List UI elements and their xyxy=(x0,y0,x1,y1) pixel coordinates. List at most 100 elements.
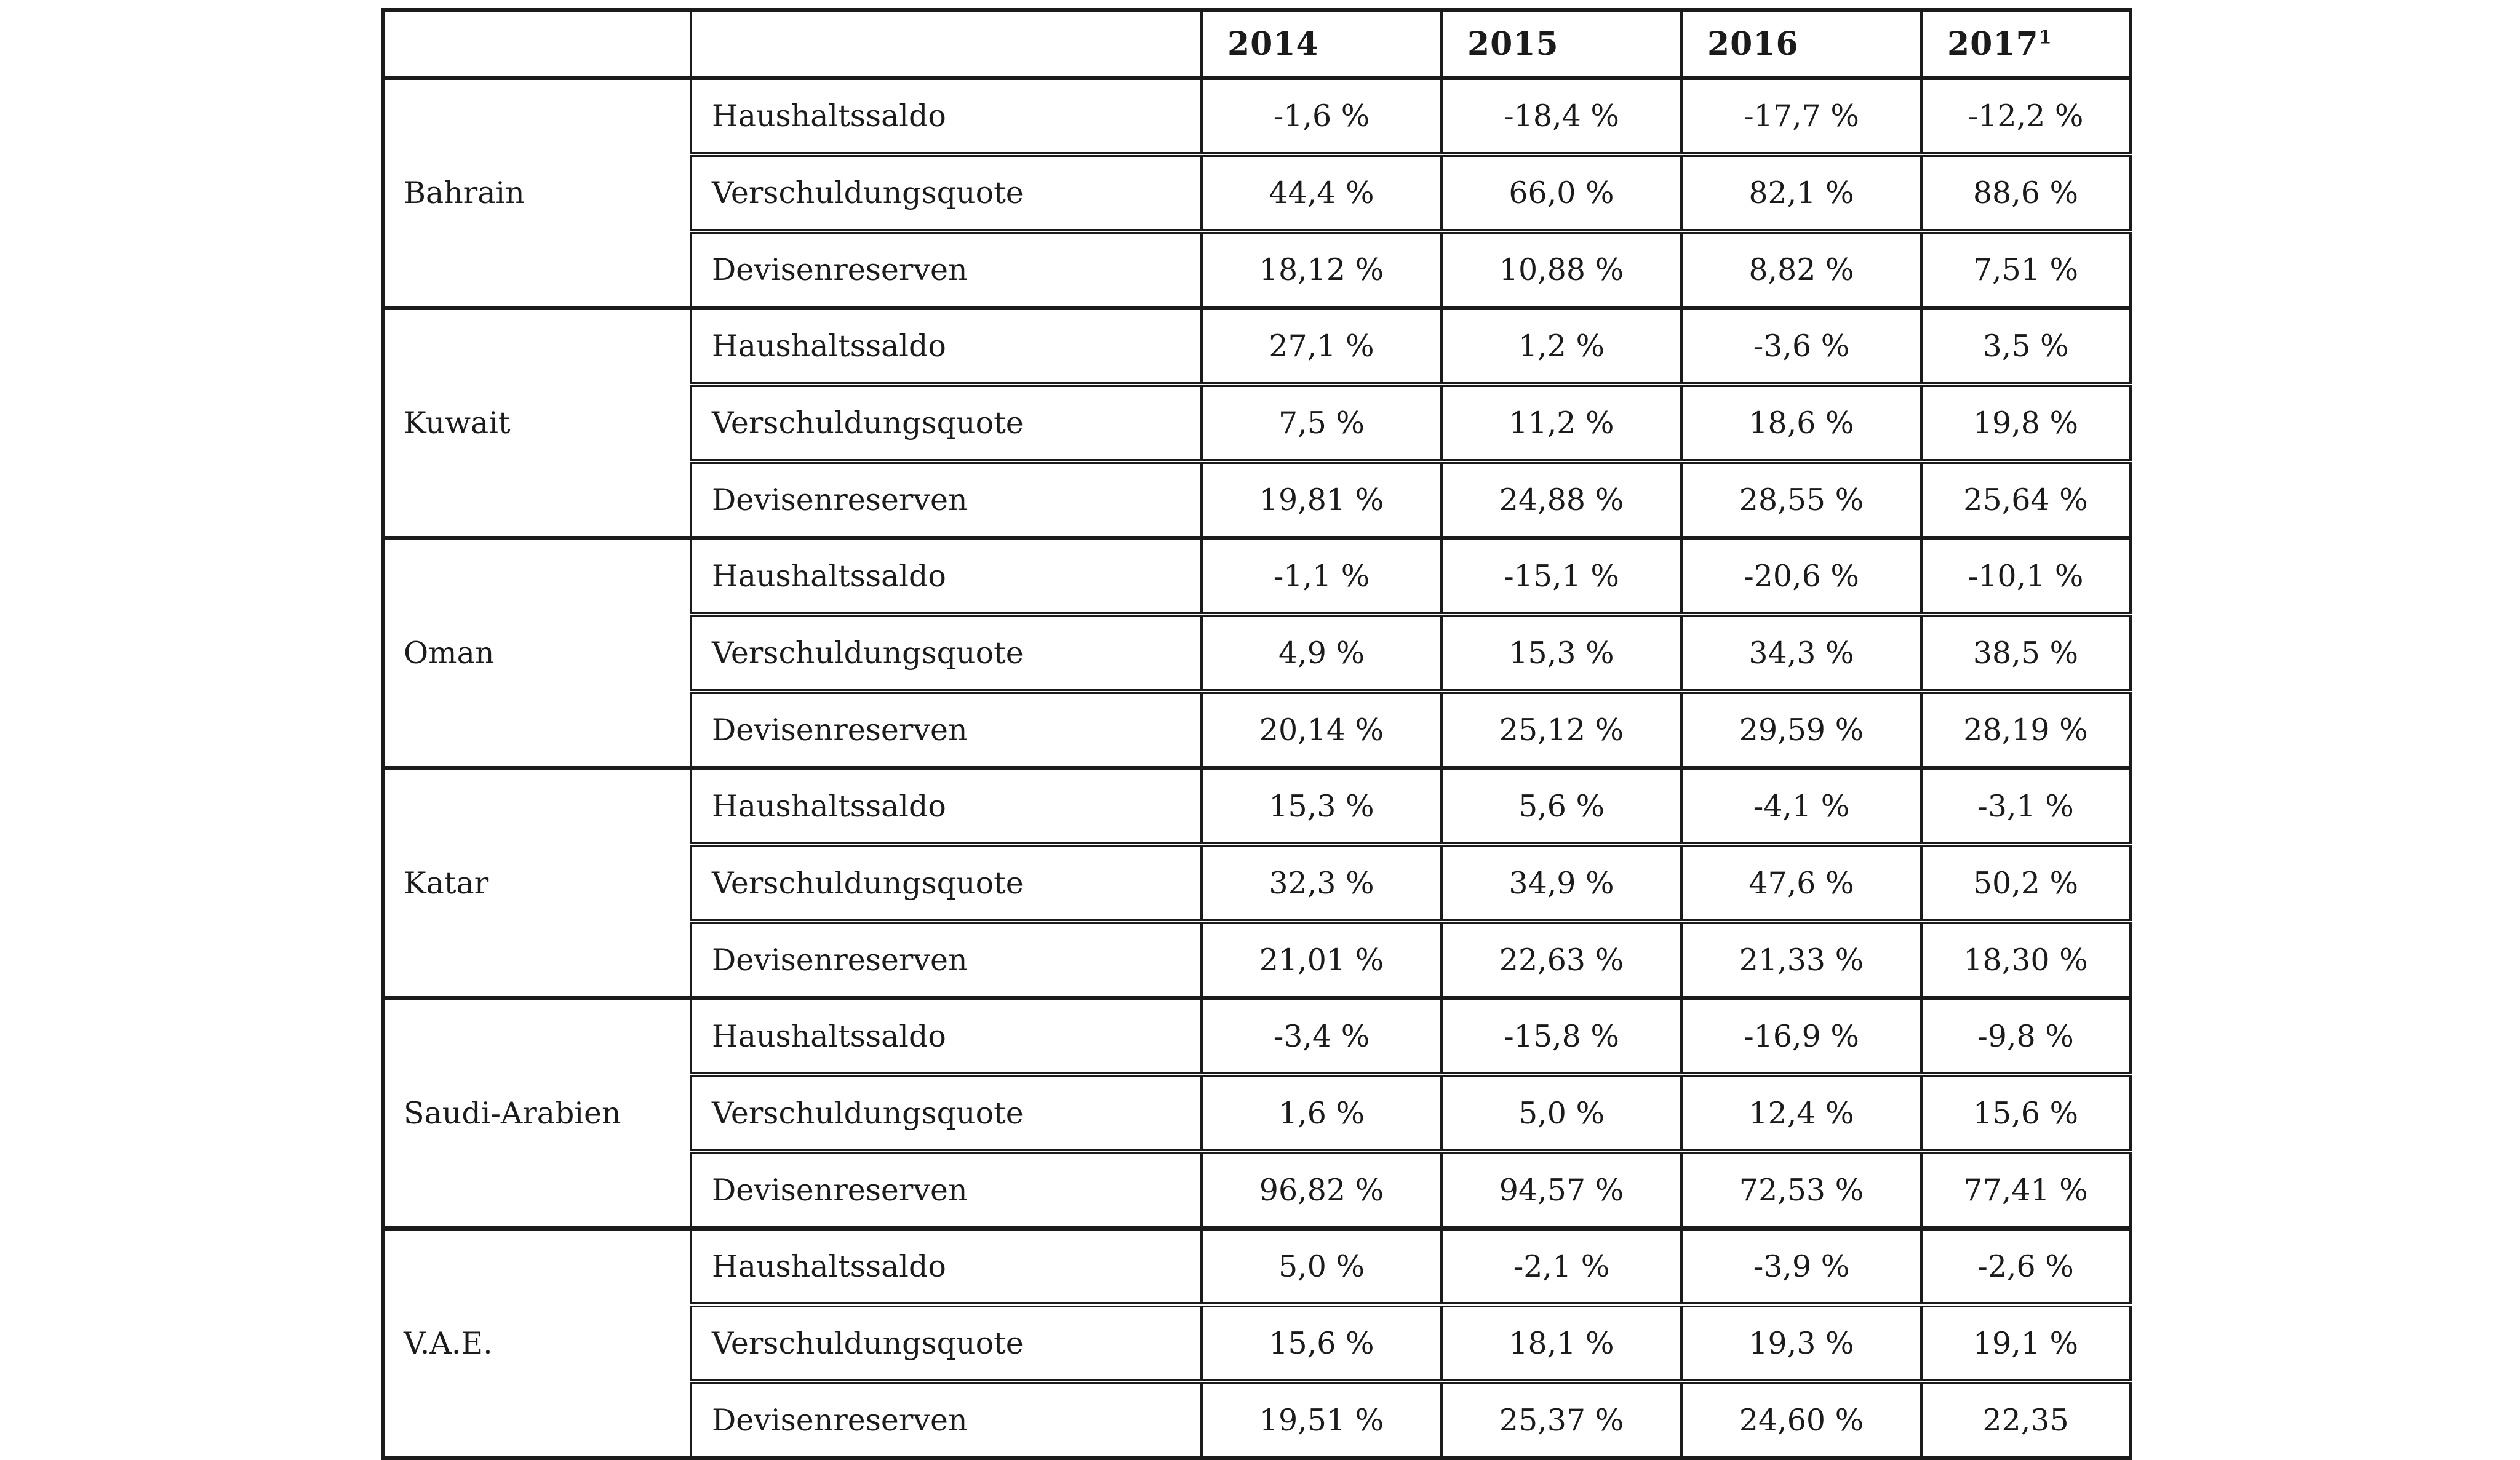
value-cell: -1,1 % xyxy=(1200,536,1443,616)
value-cell: 15,6 % xyxy=(1920,1072,2132,1153)
country-cell-saudi-arabien: Saudi-Arabien xyxy=(382,996,692,1230)
value-cell: 15,6 % xyxy=(1200,1302,1443,1383)
corner-cell-country xyxy=(382,9,692,80)
value-cell: 22,63 % xyxy=(1440,919,1683,1000)
country-cell-oman: Oman xyxy=(382,536,692,770)
value-cell: 24,88 % xyxy=(1440,459,1683,540)
value-cell: 72,53 % xyxy=(1680,1149,1923,1230)
value-cell: 44,4 % xyxy=(1200,152,1443,233)
value-cell: 96,82 % xyxy=(1200,1149,1443,1230)
value-cell: -3,4 % xyxy=(1200,996,1443,1076)
metric-cell: Devisenreserven xyxy=(690,689,1203,770)
metric-cell: Devisenreserven xyxy=(690,919,1203,1000)
table-header-row: 2014 2015 2016 20171 xyxy=(382,9,2132,80)
metric-cell: Haushaltssaldo xyxy=(690,766,1203,846)
metric-cell: Verschuldungsquote xyxy=(690,382,1203,463)
value-cell: 94,57 % xyxy=(1440,1149,1683,1230)
metric-cell: Devisenreserven xyxy=(690,1379,1203,1459)
metric-cell: Verschuldungsquote xyxy=(690,152,1203,233)
value-cell: -3,9 % xyxy=(1680,1226,1923,1306)
value-cell: 25,64 % xyxy=(1920,459,2132,540)
year-header-2014: 2014 xyxy=(1200,9,1443,80)
value-cell: 5,0 % xyxy=(1440,1072,1683,1153)
table-row: Oman Haushaltssaldo -1,1 % -15,1 % -20,6… xyxy=(382,536,2132,770)
table-row: Verschuldungsquote 44,4 % 66,0 % 82,1 % … xyxy=(383,152,2132,233)
year-label: 2016 xyxy=(1707,25,1799,63)
value-cell: 8,82 % xyxy=(1680,229,1923,309)
value-cell: -2,1 % xyxy=(1440,1226,1683,1306)
table-row: Devisenreserven 21,01 % 22,63 % 21,33 % … xyxy=(383,919,2132,1000)
value-cell: 10,88 % xyxy=(1440,229,1683,309)
table-row: Bahrain Haushaltssaldo -1,6 % -18,4 % -1… xyxy=(382,76,2132,309)
value-cell: -3,6 % xyxy=(1680,306,1923,386)
year-header-2017: 20171 xyxy=(1920,9,2132,80)
value-cell: 34,3 % xyxy=(1680,612,1923,693)
value-cell: 18,30 % xyxy=(1920,919,2132,1000)
metric-cell: Haushaltssaldo xyxy=(690,76,1203,156)
year-header-2015: 2015 xyxy=(1440,9,1683,80)
corner-cell-metric xyxy=(690,9,1203,80)
value-cell: 28,19 % xyxy=(1920,689,2132,770)
value-cell: 27,1 % xyxy=(1200,306,1443,386)
value-cell: 38,5 % xyxy=(1920,612,2132,693)
metric-cell: Devisenreserven xyxy=(690,459,1203,540)
table-row: Devisenreserven 96,82 % 94,57 % 72,53 % … xyxy=(383,1149,2132,1230)
value-cell: 3,5 % xyxy=(1920,306,2132,386)
value-cell: -20,6 % xyxy=(1680,536,1923,616)
metric-cell: Verschuldungsquote xyxy=(690,1302,1203,1383)
value-cell: -10,1 % xyxy=(1920,536,2132,616)
value-cell: 50,2 % xyxy=(1920,842,2132,923)
value-cell: 1,6 % xyxy=(1200,1072,1443,1153)
value-cell: 47,6 % xyxy=(1680,842,1923,923)
country-cell-katar: Katar xyxy=(382,766,692,1000)
value-cell: 34,9 % xyxy=(1440,842,1683,923)
value-cell: -15,8 % xyxy=(1440,996,1683,1076)
year-label: 2017 xyxy=(1947,25,2039,63)
value-cell: -4,1 % xyxy=(1680,766,1923,846)
year-label: 2014 xyxy=(1227,25,1319,63)
table-row: Verschuldungsquote 1,6 % 5,0 % 12,4 % 15… xyxy=(383,1072,2132,1153)
metric-cell: Devisenreserven xyxy=(690,229,1203,309)
value-cell: 88,6 % xyxy=(1920,152,2132,233)
country-cell-vae: V.A.E. xyxy=(382,1226,692,1459)
table-row: Verschuldungsquote 7,5 % 11,2 % 18,6 % 1… xyxy=(383,382,2132,463)
value-cell: 19,81 % xyxy=(1200,459,1443,540)
value-cell: 11,2 % xyxy=(1440,382,1683,463)
value-cell: 5,6 % xyxy=(1440,766,1683,846)
footnote-marker: 1 xyxy=(2038,26,2052,49)
table-row: Devisenreserven 18,12 % 10,88 % 8,82 % 7… xyxy=(383,229,2132,309)
value-cell: 24,60 % xyxy=(1680,1379,1923,1459)
document-page: 2014 2015 2016 20171 Bahrain Haushaltssa… xyxy=(381,8,2132,1460)
value-cell: 15,3 % xyxy=(1200,766,1443,846)
value-cell: 18,12 % xyxy=(1200,229,1443,309)
metric-cell: Haushaltssaldo xyxy=(690,1226,1203,1306)
value-cell: 1,2 % xyxy=(1440,306,1683,386)
table-row: Devisenreserven 20,14 % 25,12 % 29,59 % … xyxy=(383,689,2132,770)
value-cell: -3,1 % xyxy=(1920,766,2132,846)
value-cell: 19,3 % xyxy=(1680,1302,1923,1383)
value-cell: 7,51 % xyxy=(1920,229,2132,309)
value-cell: 29,59 % xyxy=(1680,689,1923,770)
value-cell: 82,1 % xyxy=(1680,152,1923,233)
value-cell: 66,0 % xyxy=(1440,152,1683,233)
metric-cell: Verschuldungsquote xyxy=(690,1072,1203,1153)
value-cell: 18,1 % xyxy=(1440,1302,1683,1383)
value-cell: 21,01 % xyxy=(1200,919,1443,1000)
value-cell: -18,4 % xyxy=(1440,76,1683,156)
value-cell: 77,41 % xyxy=(1920,1149,2132,1230)
year-header-2016: 2016 xyxy=(1680,9,1923,80)
value-cell: 18,6 % xyxy=(1680,382,1923,463)
gulf-states-fiscal-indicators-table: 2014 2015 2016 20171 Bahrain Haushaltssa… xyxy=(381,8,2132,1460)
value-cell: 19,1 % xyxy=(1920,1302,2132,1383)
value-cell: -9,8 % xyxy=(1920,996,2132,1076)
metric-cell: Haushaltssaldo xyxy=(690,306,1203,386)
metric-cell: Verschuldungsquote xyxy=(690,612,1203,693)
metric-cell: Devisenreserven xyxy=(690,1149,1203,1230)
table-row: Devisenreserven 19,81 % 24,88 % 28,55 % … xyxy=(383,459,2132,540)
value-cell: -16,9 % xyxy=(1680,996,1923,1076)
value-cell: 28,55 % xyxy=(1680,459,1923,540)
table-row: V.A.E. Haushaltssaldo 5,0 % -2,1 % -3,9 … xyxy=(382,1226,2132,1459)
value-cell: 12,4 % xyxy=(1680,1072,1923,1153)
value-cell: -2,6 % xyxy=(1920,1226,2132,1306)
value-cell: 19,8 % xyxy=(1920,382,2132,463)
